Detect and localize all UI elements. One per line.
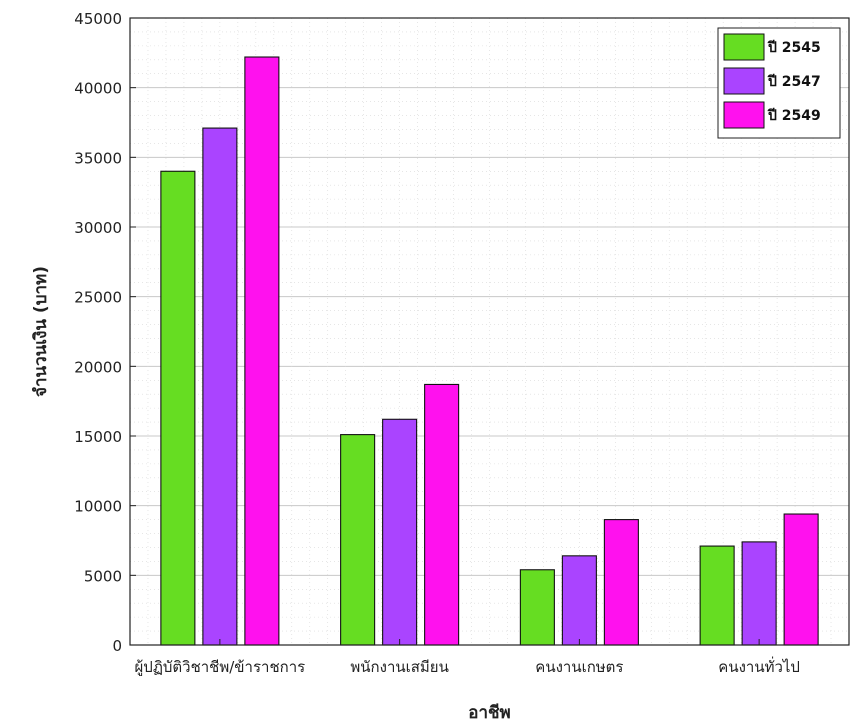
x-tick-labels: ผู้ปฏิบัติวิชาชีพ/ข้าราชการ พนักงานเสมียน… — [135, 639, 800, 676]
y-tick-label: 5000 — [84, 567, 122, 585]
bar — [340, 434, 376, 646]
bars — [160, 56, 819, 646]
x-tick-label: พนักงานเสมียน — [350, 658, 448, 676]
x-tick-label: ผู้ปฏิบัติวิชาชีพ/ข้าราชการ — [135, 658, 306, 676]
legend-label: ปี 2545 — [767, 40, 821, 56]
x-axis-title: อาชีพ — [468, 702, 511, 723]
y-tick-labels: 0 5000 10000 15000 20000 25000 30000 35000 40000… — [74, 10, 136, 655]
legend-swatch — [723, 67, 765, 95]
bar — [603, 519, 639, 646]
bar — [741, 541, 777, 646]
bar — [424, 383, 460, 646]
y-tick-label: 40000 — [74, 80, 122, 98]
y-tick-label: 25000 — [74, 289, 122, 307]
legend-label: ปี 2549 — [767, 108, 821, 124]
y-tick-label: 15000 — [74, 428, 122, 446]
y-axis-title: จำนวนเงิน (บาท) — [31, 266, 51, 397]
y-tick-label: 0 — [112, 637, 122, 655]
legend-swatch — [723, 101, 765, 129]
y-tick-label: 20000 — [74, 358, 122, 376]
legend-label: ปี 2547 — [767, 74, 821, 90]
y-tick-label: 45000 — [74, 10, 122, 28]
plot-frame — [129, 17, 850, 646]
legend: ปี 2545 ปี 2547 ปี 2549 — [717, 27, 841, 139]
bar — [244, 56, 280, 646]
bar — [519, 569, 555, 646]
bar — [202, 127, 238, 646]
legend-swatch — [723, 33, 765, 61]
x-tick-label: คนงานทั่วไป — [718, 656, 800, 676]
y-tick-label: 10000 — [74, 498, 122, 516]
bar — [382, 418, 418, 646]
bar — [699, 545, 735, 646]
bar — [160, 170, 196, 646]
bar — [783, 513, 819, 646]
y-tick-label: 30000 — [74, 219, 122, 237]
bar — [561, 555, 597, 646]
x-tick-label: คนงานเกษตร — [535, 658, 623, 676]
y-tick-label: 35000 — [74, 149, 122, 167]
